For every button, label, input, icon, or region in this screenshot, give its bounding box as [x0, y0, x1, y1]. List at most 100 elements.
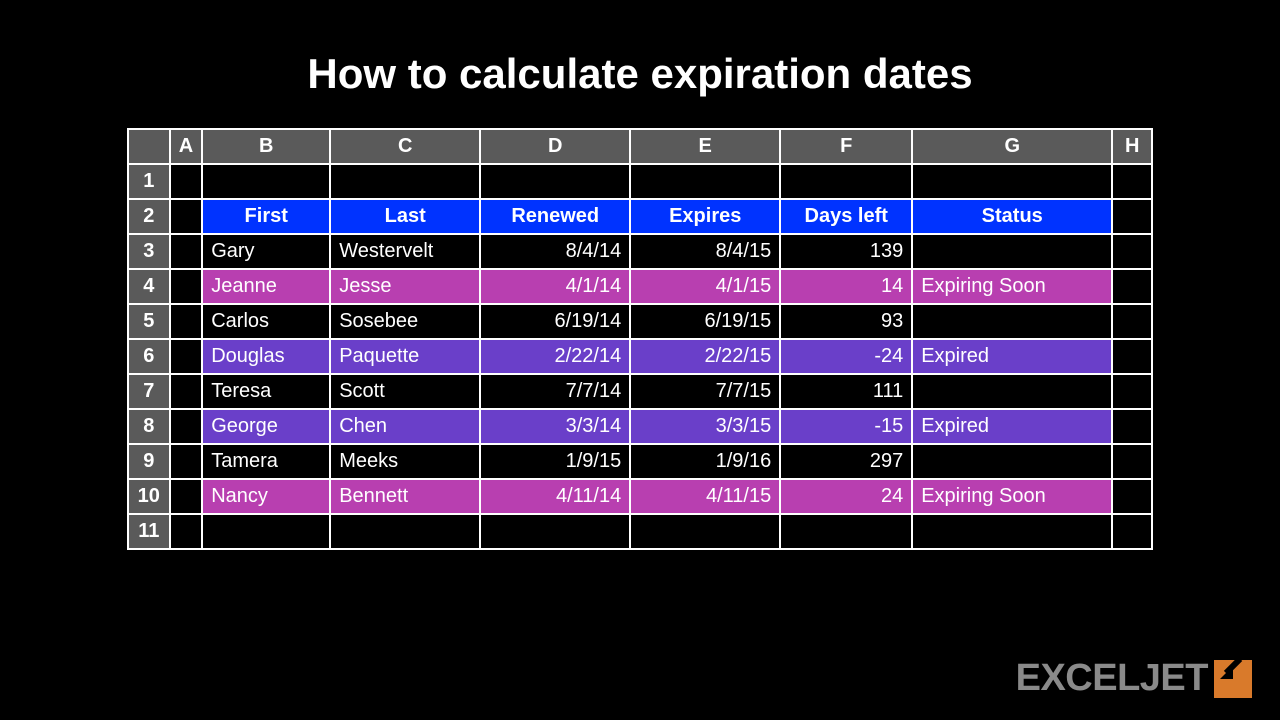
- cell-last[interactable]: Meeks: [330, 444, 480, 479]
- cell[interactable]: [170, 339, 202, 374]
- row-header: 1: [128, 164, 170, 199]
- cell-renewed[interactable]: 3/3/14: [480, 409, 630, 444]
- cell-days-left[interactable]: -15: [780, 409, 912, 444]
- cell-expires[interactable]: 6/19/15: [630, 304, 780, 339]
- cell-first[interactable]: Carlos: [202, 304, 330, 339]
- row-header: 11: [128, 514, 170, 549]
- cell[interactable]: [202, 514, 330, 549]
- brand-logo-text: EXCELJET: [1016, 657, 1208, 700]
- table-header-cell[interactable]: First: [202, 199, 330, 234]
- cell[interactable]: [330, 514, 480, 549]
- row-header: 6: [128, 339, 170, 374]
- cell-expires[interactable]: 1/9/16: [630, 444, 780, 479]
- row-header: 5: [128, 304, 170, 339]
- cell[interactable]: [170, 234, 202, 269]
- cell[interactable]: [780, 514, 912, 549]
- cell-status[interactable]: [912, 444, 1112, 479]
- table-header-cell[interactable]: Status: [912, 199, 1112, 234]
- cell[interactable]: [1112, 269, 1152, 304]
- cell-last[interactable]: Scott: [330, 374, 480, 409]
- cell-days-left[interactable]: 111: [780, 374, 912, 409]
- column-header: F: [780, 129, 912, 164]
- cell-days-left[interactable]: 93: [780, 304, 912, 339]
- cell[interactable]: [480, 514, 630, 549]
- cell-first[interactable]: George: [202, 409, 330, 444]
- cell-expires[interactable]: 8/4/15: [630, 234, 780, 269]
- cell[interactable]: [780, 164, 912, 199]
- cell[interactable]: [170, 164, 202, 199]
- cell[interactable]: [1112, 479, 1152, 514]
- cell-days-left[interactable]: 24: [780, 479, 912, 514]
- cell-renewed[interactable]: 7/7/14: [480, 374, 630, 409]
- row-header: 7: [128, 374, 170, 409]
- cell[interactable]: [1112, 304, 1152, 339]
- cell-days-left[interactable]: -24: [780, 339, 912, 374]
- cell[interactable]: [630, 164, 780, 199]
- cell-last[interactable]: Bennett: [330, 479, 480, 514]
- cell[interactable]: [330, 164, 480, 199]
- cell-days-left[interactable]: 14: [780, 269, 912, 304]
- table-header-cell[interactable]: Expires: [630, 199, 780, 234]
- cell[interactable]: [630, 514, 780, 549]
- cell[interactable]: [912, 514, 1112, 549]
- cell[interactable]: [912, 164, 1112, 199]
- cell-first[interactable]: Tamera: [202, 444, 330, 479]
- cell[interactable]: [170, 374, 202, 409]
- cell[interactable]: [202, 164, 330, 199]
- cell[interactable]: [1112, 514, 1152, 549]
- cell-status[interactable]: Expiring Soon: [912, 479, 1112, 514]
- cell-expires[interactable]: 7/7/15: [630, 374, 780, 409]
- column-header: E: [630, 129, 780, 164]
- cell[interactable]: [1112, 409, 1152, 444]
- cell-renewed[interactable]: 8/4/14: [480, 234, 630, 269]
- column-header: C: [330, 129, 480, 164]
- cell-renewed[interactable]: 2/22/14: [480, 339, 630, 374]
- cell[interactable]: [170, 304, 202, 339]
- cell-expires[interactable]: 3/3/15: [630, 409, 780, 444]
- table-header-cell[interactable]: Last: [330, 199, 480, 234]
- cell-first[interactable]: Douglas: [202, 339, 330, 374]
- table-header-cell[interactable]: Days left: [780, 199, 912, 234]
- row-header: 10: [128, 479, 170, 514]
- cell-renewed[interactable]: 6/19/14: [480, 304, 630, 339]
- cell-status[interactable]: Expired: [912, 409, 1112, 444]
- cell-first[interactable]: Teresa: [202, 374, 330, 409]
- cell-last[interactable]: Jesse: [330, 269, 480, 304]
- page-title: How to calculate expiration dates: [0, 0, 1280, 128]
- cell-first[interactable]: Nancy: [202, 479, 330, 514]
- cell-last[interactable]: Paquette: [330, 339, 480, 374]
- cell-first[interactable]: Gary: [202, 234, 330, 269]
- cell[interactable]: [1112, 234, 1152, 269]
- table-header-cell[interactable]: Renewed: [480, 199, 630, 234]
- cell-status[interactable]: [912, 304, 1112, 339]
- cell-status[interactable]: [912, 234, 1112, 269]
- cell[interactable]: [170, 444, 202, 479]
- cell[interactable]: [1112, 444, 1152, 479]
- cell-expires[interactable]: 2/22/15: [630, 339, 780, 374]
- cell-status[interactable]: [912, 374, 1112, 409]
- cell[interactable]: [1112, 199, 1152, 234]
- cell-last[interactable]: Sosebee: [330, 304, 480, 339]
- cell-status[interactable]: Expiring Soon: [912, 269, 1112, 304]
- cell[interactable]: [170, 514, 202, 549]
- cell-expires[interactable]: 4/1/15: [630, 269, 780, 304]
- cell-renewed[interactable]: 1/9/15: [480, 444, 630, 479]
- cell[interactable]: [480, 164, 630, 199]
- cell[interactable]: [170, 269, 202, 304]
- cell-last[interactable]: Chen: [330, 409, 480, 444]
- cell[interactable]: [170, 199, 202, 234]
- cell-expires[interactable]: 4/11/15: [630, 479, 780, 514]
- cell-first[interactable]: Jeanne: [202, 269, 330, 304]
- cell-days-left[interactable]: 297: [780, 444, 912, 479]
- cell-last[interactable]: Westervelt: [330, 234, 480, 269]
- cell[interactable]: [1112, 339, 1152, 374]
- cell[interactable]: [1112, 164, 1152, 199]
- cell-days-left[interactable]: 139: [780, 234, 912, 269]
- cell[interactable]: [1112, 374, 1152, 409]
- cell-renewed[interactable]: 4/11/14: [480, 479, 630, 514]
- row-header: 8: [128, 409, 170, 444]
- cell-renewed[interactable]: 4/1/14: [480, 269, 630, 304]
- cell[interactable]: [170, 479, 202, 514]
- cell[interactable]: [170, 409, 202, 444]
- cell-status[interactable]: Expired: [912, 339, 1112, 374]
